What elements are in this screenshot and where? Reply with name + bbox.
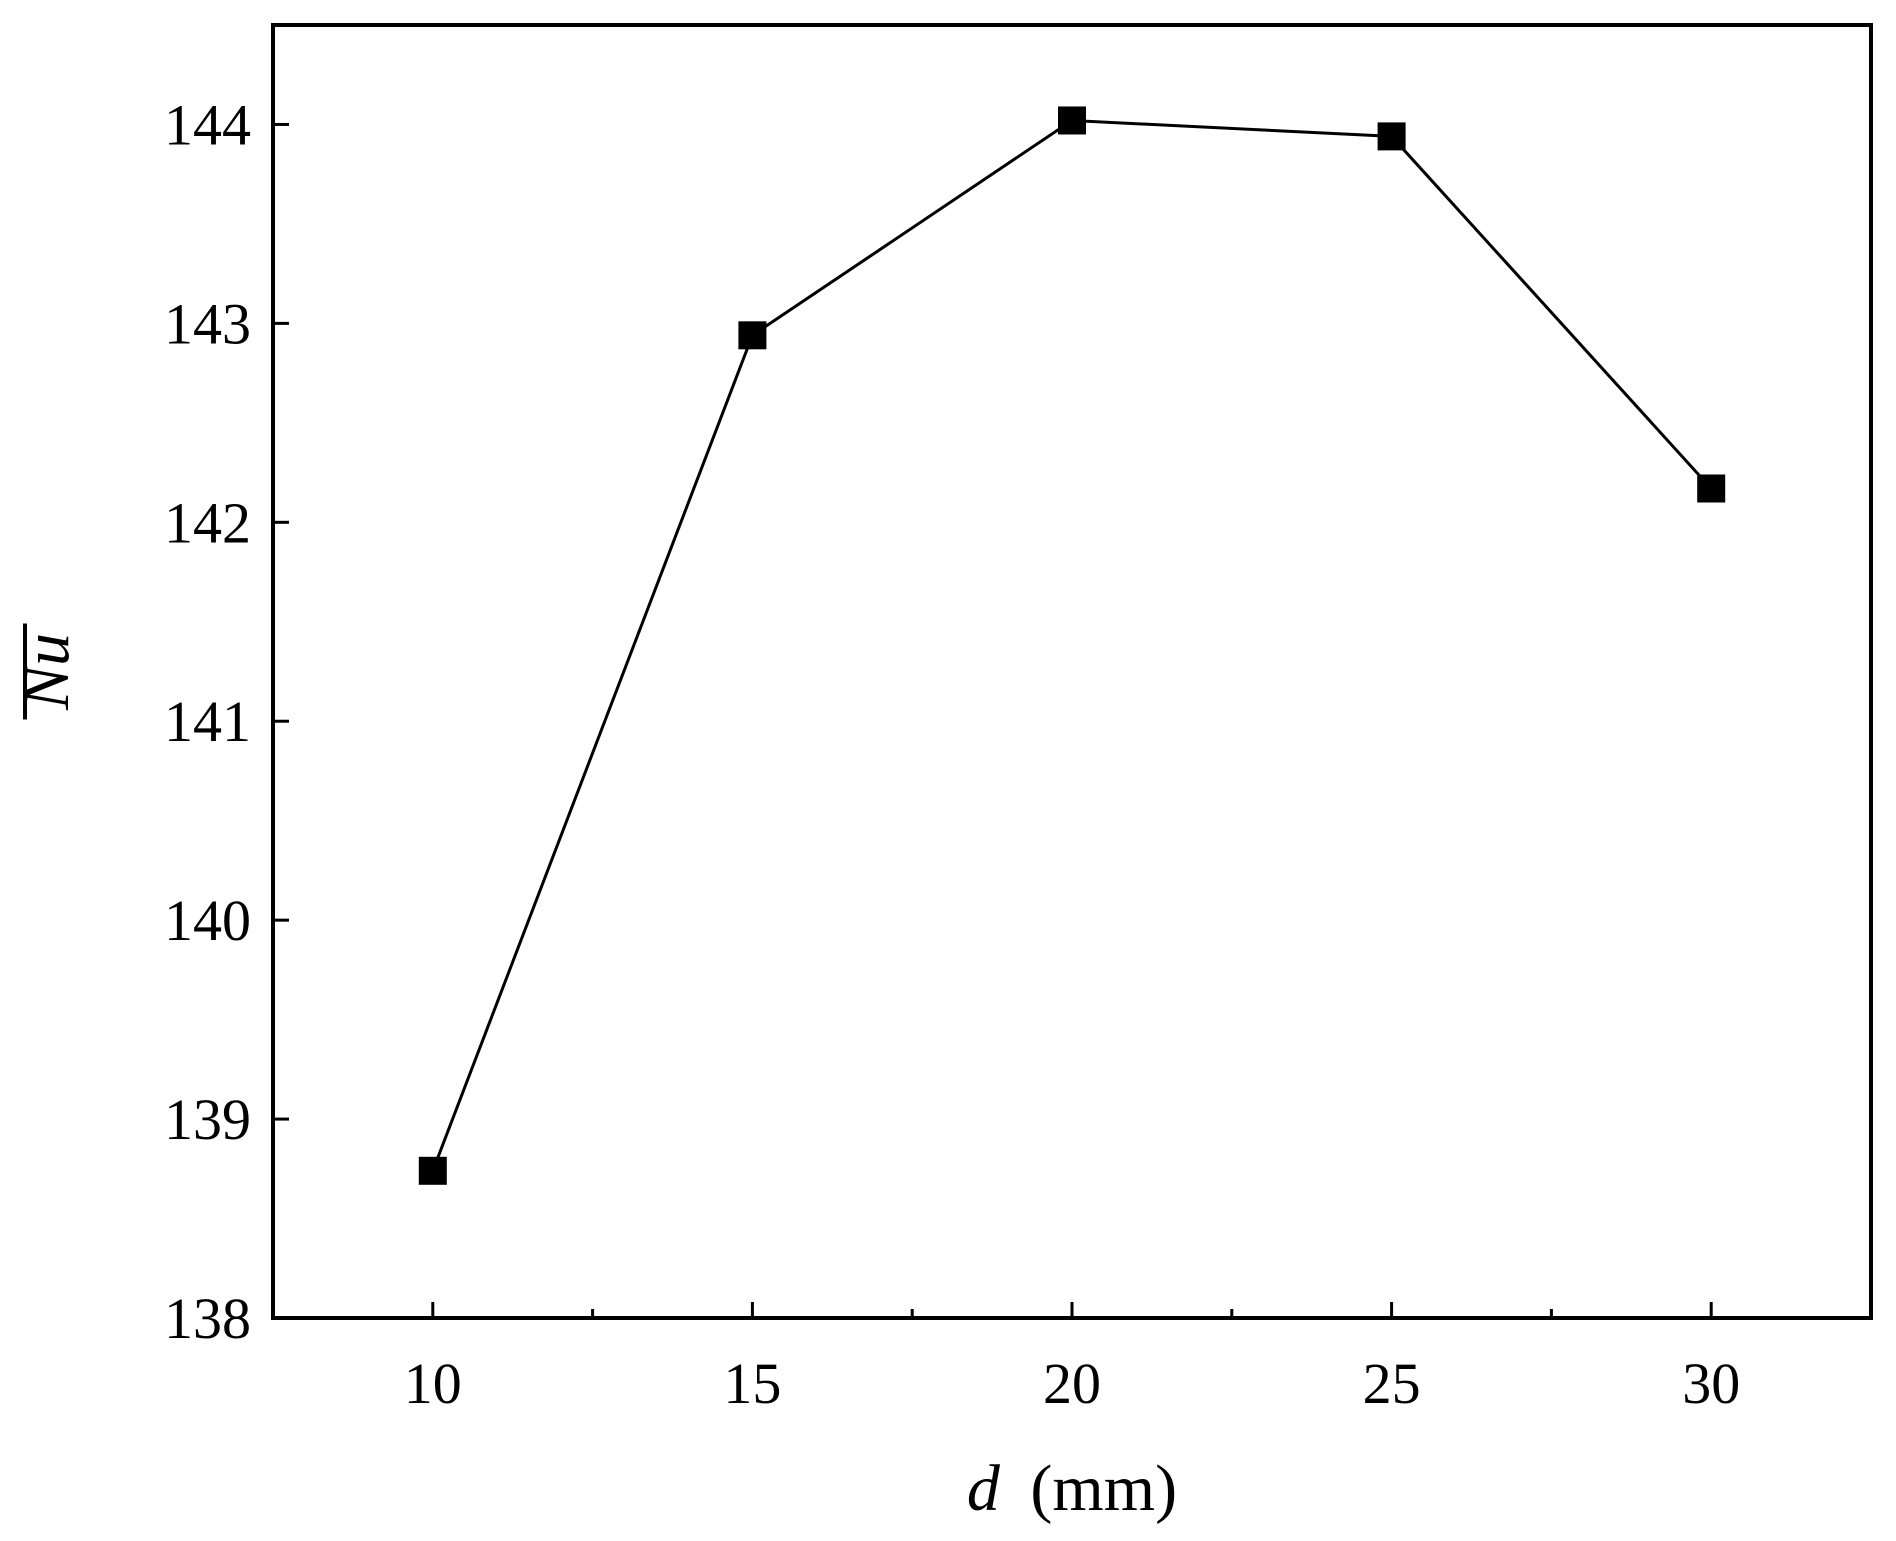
x-tick-label: 25 — [1363, 1351, 1421, 1416]
data-point-marker — [738, 321, 767, 350]
x-tick-label: 15 — [723, 1351, 781, 1416]
data-point-marker — [1058, 106, 1086, 135]
y-tick-label: 139 — [164, 1087, 251, 1152]
x-tick-label: 20 — [1043, 1351, 1101, 1416]
x-tick-label: 10 — [404, 1351, 462, 1416]
marks-layer — [418, 106, 1726, 1185]
y-axis-title-text: Nu — [10, 633, 83, 711]
y-tick-label: 141 — [164, 689, 251, 754]
x-axis-variable: d — [967, 1452, 1001, 1525]
y-tick-label: 143 — [164, 291, 251, 356]
x-tick-label: 30 — [1682, 1351, 1740, 1416]
data-point-marker — [1377, 122, 1406, 151]
x-axis-title: d (mm) — [967, 1452, 1177, 1525]
y-tick-label: 142 — [164, 490, 251, 555]
y-tick-label: 138 — [164, 1286, 251, 1351]
x-axis: 10 15 20 25 30 — [404, 1302, 1740, 1416]
x-axis-unit: (mm) — [1030, 1452, 1177, 1525]
y-axis: 138 139 140 141 142 143 144 — [164, 92, 289, 1351]
y-axis-title: Nu — [10, 623, 83, 720]
y-tick-label: 140 — [164, 888, 251, 953]
y-tick-label: 144 — [164, 92, 251, 157]
data-point-marker — [418, 1156, 447, 1185]
data-point-marker — [1697, 474, 1726, 503]
